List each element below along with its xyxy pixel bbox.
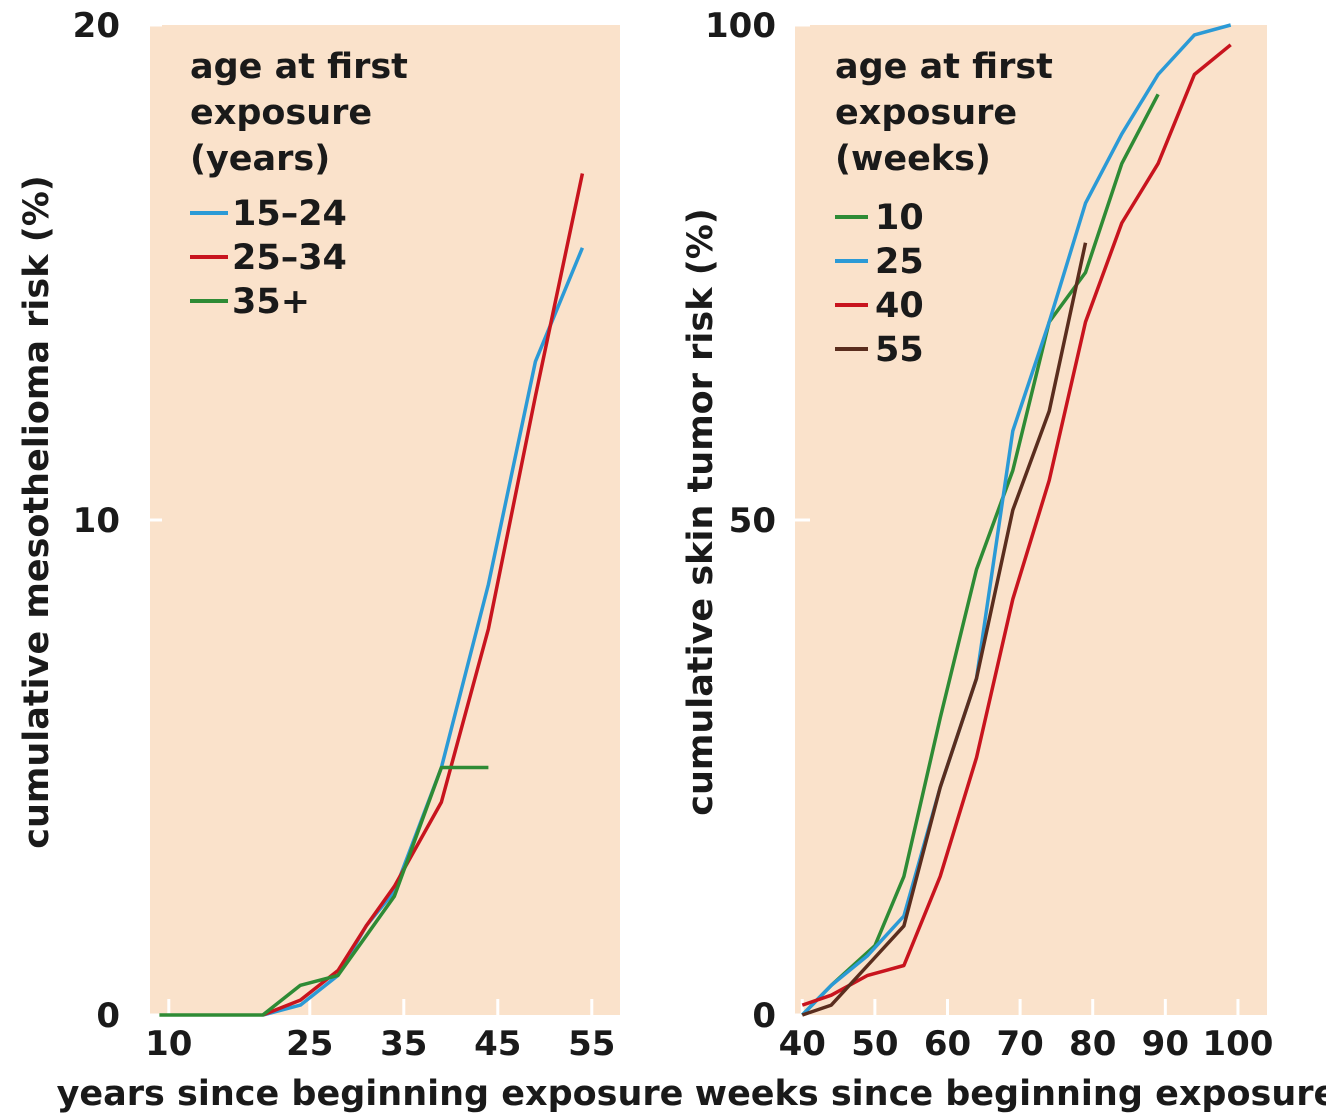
x-axis-title: years since beginning exposure	[57, 1074, 684, 1114]
x-tick-label: 90	[1142, 1024, 1189, 1064]
axis-ticks	[128, 23, 594, 1017]
plot-area	[795, 25, 1267, 1015]
x-tick-label: 100	[1202, 1024, 1273, 1064]
y-axis-title: cumulative mesothelioma risk (%)	[17, 175, 57, 849]
legend-title: (years)	[190, 139, 330, 179]
series-line-35+	[159, 765, 489, 1017]
series-lines	[801, 23, 1232, 1017]
mesothelioma-chart: 10 25 35 45 55 0 10 20 age at first exposure (yea…	[17, 6, 683, 1114]
series-line-55	[801, 242, 1088, 1017]
y-tick-label: 0	[96, 996, 120, 1036]
x-tick-label: 50	[851, 1024, 898, 1064]
series-line-25	[801, 23, 1232, 1017]
legend-label: 10	[875, 198, 924, 238]
tick-labels: 10 25 35 45 55 0 10 20	[73, 6, 616, 1064]
x-axis-title: weeks since beginning exposure	[695, 1074, 1326, 1114]
series-line-40	[801, 43, 1232, 1007]
legend-title: exposure	[835, 93, 1017, 133]
x-tick-label: 35	[380, 1024, 427, 1064]
x-tick-label: 55	[568, 1024, 615, 1064]
x-tick-label: 40	[779, 1024, 826, 1064]
axis-ticks	[780, 23, 1240, 1017]
y-tick-label: 100	[705, 6, 776, 46]
legend-label: 15–24	[232, 194, 347, 234]
plot-area	[150, 25, 620, 1015]
x-tick-label: 70	[996, 1024, 1043, 1064]
skin-tumor-chart: 40 50 60 70 80 90 100 0 50 100 age at first exposu…	[681, 6, 1326, 1114]
series-line-10	[801, 93, 1160, 1017]
legend-label: 25	[875, 242, 924, 282]
x-tick-label: 10	[145, 1024, 192, 1064]
y-tick-label: 0	[752, 996, 776, 1036]
legend-label: 55	[875, 330, 924, 370]
series-line-25-34	[262, 173, 585, 1017]
tick-labels: 40 50 60 70 80 90 100 0 50 100	[705, 6, 1273, 1064]
legend-title: (weeks)	[835, 139, 991, 179]
legend-label: 35+	[232, 282, 310, 322]
y-tick-label: 10	[73, 501, 120, 541]
x-tick-label: 60	[924, 1024, 971, 1064]
x-tick-label: 45	[474, 1024, 521, 1064]
legend-label: 40	[875, 286, 924, 326]
y-tick-label: 50	[729, 501, 776, 541]
legend-title: age at first	[835, 47, 1053, 87]
series-lines	[159, 173, 585, 1017]
legend-title: age at first	[190, 47, 408, 87]
x-tick-label: 80	[1069, 1024, 1116, 1064]
legend-label: 25–34	[232, 238, 347, 278]
y-tick-label: 20	[73, 6, 120, 46]
x-tick-label: 25	[286, 1024, 333, 1064]
y-axis-title: cumulative skin tumor risk (%)	[681, 208, 721, 816]
legend-title: exposure	[190, 93, 372, 133]
